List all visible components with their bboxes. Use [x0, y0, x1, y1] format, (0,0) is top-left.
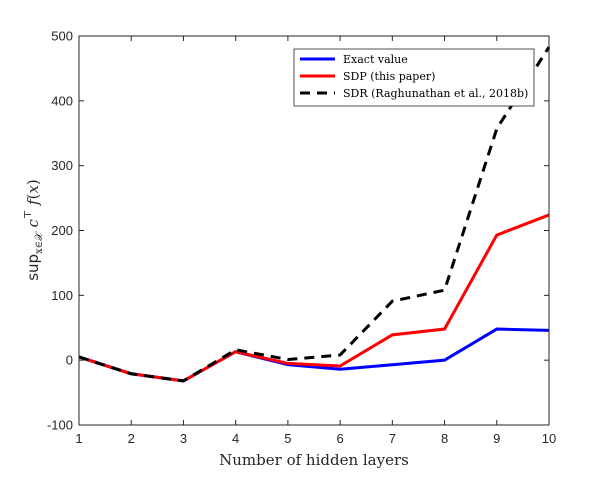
- legend-label: SDP (this paper): [343, 70, 435, 83]
- y-tick-label: 500: [51, 29, 73, 44]
- y-tick-label: 0: [66, 353, 73, 368]
- x-tick-label: 3: [180, 431, 187, 446]
- y-axis-label: supx∈𝒳 c⊤ f(x): [23, 179, 45, 281]
- x-tick-label: 7: [389, 431, 396, 446]
- y-tick-label: 100: [51, 288, 73, 303]
- series-line-1: [78, 213, 550, 383]
- x-tick-label: 5: [284, 431, 291, 446]
- legend-label: Exact value: [343, 53, 408, 66]
- y-tick-label: 200: [51, 223, 73, 238]
- series-line-2: [78, 46, 551, 383]
- x-tick-label: 6: [336, 431, 343, 446]
- tick-layer: 1 2 3 4 5 6 7 8 9 10 -100 0 100 200 300 400 500: [47, 29, 556, 447]
- x-tick-label: 8: [441, 431, 448, 446]
- x-axis-label: Number of hidden layers: [219, 451, 409, 469]
- legend: Exact value SDP (this paper) SDR (Raghunat…: [293, 48, 535, 107]
- x-tick-label: 4: [232, 431, 239, 446]
- y-tick-label: 400: [51, 93, 73, 108]
- x-tick-label: 9: [493, 431, 500, 446]
- x-tick-label: 2: [128, 431, 135, 446]
- x-tick-label: 10: [542, 431, 556, 446]
- y-tick-label: -100: [47, 418, 73, 433]
- y-tick-label: 300: [51, 158, 73, 173]
- legend-label: SDR (Raghunathan et al., 2018b): [343, 87, 528, 100]
- svg-text:supx∈𝒳 c⊤ f(x): supx∈𝒳 c⊤ f(x): [23, 179, 45, 281]
- x-tick-label: 1: [75, 431, 82, 446]
